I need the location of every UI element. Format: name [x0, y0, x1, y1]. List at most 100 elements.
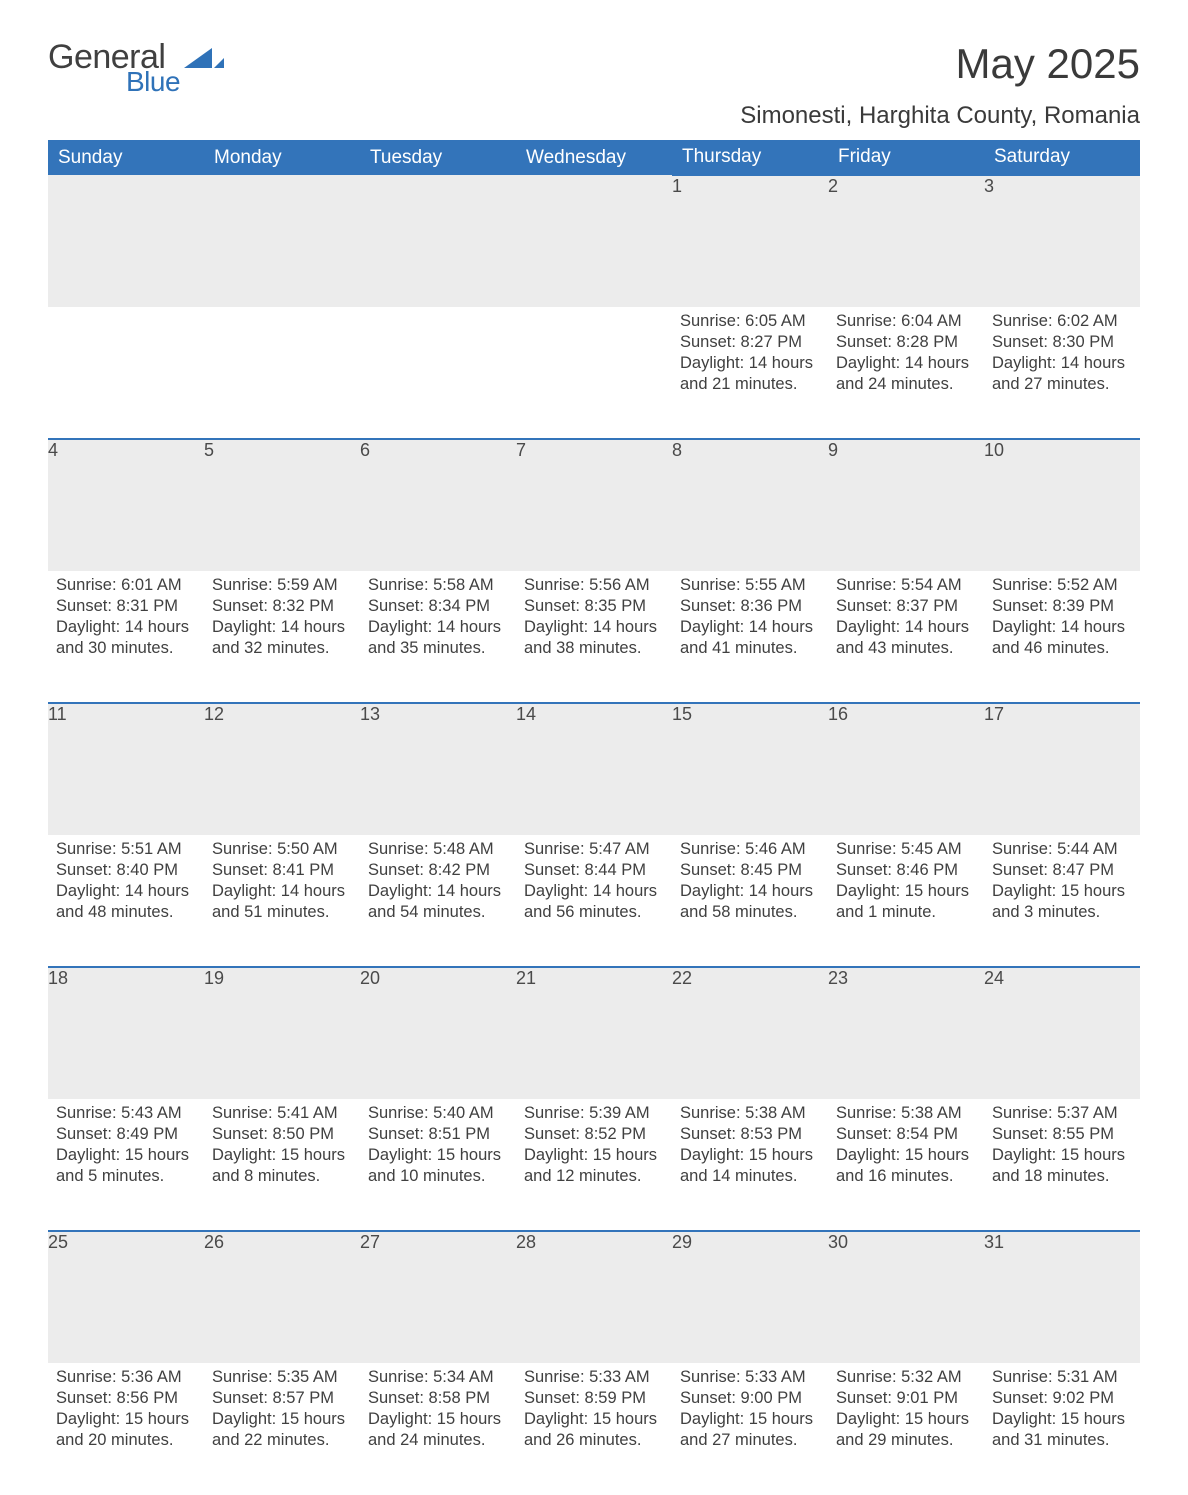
- sunrise-text: Sunrise: 5:35 AM: [212, 1367, 354, 1388]
- day-content: Sunrise: 5:41 AMSunset: 8:50 PMDaylight:…: [204, 1099, 360, 1187]
- day-number-cell: 1: [672, 175, 828, 307]
- sunrise-text: Sunrise: 5:37 AM: [992, 1103, 1134, 1124]
- sunset-text: Sunset: 9:00 PM: [680, 1388, 822, 1409]
- brand-text: General Blue: [48, 40, 180, 96]
- day-number-cell: [48, 175, 204, 307]
- daylight-text-2: and 14 minutes.: [680, 1166, 822, 1187]
- sunrise-text: Sunrise: 5:58 AM: [368, 575, 510, 596]
- sunset-text: Sunset: 8:41 PM: [212, 860, 354, 881]
- day-cell: Sunrise: 5:59 AMSunset: 8:32 PMDaylight:…: [204, 571, 360, 703]
- day-cell: Sunrise: 5:48 AMSunset: 8:42 PMDaylight:…: [360, 835, 516, 967]
- brand-blue: Blue: [126, 68, 180, 96]
- daylight-text-1: Daylight: 14 hours: [836, 353, 978, 374]
- sunset-text: Sunset: 8:37 PM: [836, 596, 978, 617]
- sunset-text: Sunset: 8:52 PM: [524, 1124, 666, 1145]
- daylight-text-1: Daylight: 14 hours: [56, 617, 198, 638]
- sunrise-text: Sunrise: 5:31 AM: [992, 1367, 1134, 1388]
- day-number-cell: 23: [828, 967, 984, 1099]
- day-number-cell: 28: [516, 1231, 672, 1363]
- daylight-text-2: and 3 minutes.: [992, 902, 1134, 923]
- day-number-cell: 19: [204, 967, 360, 1099]
- sunrise-text: Sunrise: 5:55 AM: [680, 575, 822, 596]
- day-content: Sunrise: 5:39 AMSunset: 8:52 PMDaylight:…: [516, 1099, 672, 1187]
- brand-flag-icon: [184, 46, 224, 79]
- day-content: Sunrise: 5:31 AMSunset: 9:02 PMDaylight:…: [984, 1363, 1140, 1451]
- daylight-text-2: and 35 minutes.: [368, 638, 510, 659]
- day-number-cell: [360, 175, 516, 307]
- day-number-cell: 26: [204, 1231, 360, 1363]
- day-cell: Sunrise: 5:40 AMSunset: 8:51 PMDaylight:…: [360, 1099, 516, 1231]
- sunrise-text: Sunrise: 5:46 AM: [680, 839, 822, 860]
- day-content: Sunrise: 5:45 AMSunset: 8:46 PMDaylight:…: [828, 835, 984, 923]
- day-content: Sunrise: 5:48 AMSunset: 8:42 PMDaylight:…: [360, 835, 516, 923]
- sunset-text: Sunset: 8:59 PM: [524, 1388, 666, 1409]
- sunset-text: Sunset: 8:45 PM: [680, 860, 822, 881]
- daylight-text-1: Daylight: 15 hours: [56, 1409, 198, 1430]
- daylight-text-1: Daylight: 14 hours: [836, 617, 978, 638]
- daylight-text-2: and 22 minutes.: [212, 1430, 354, 1451]
- daylight-text-2: and 31 minutes.: [992, 1430, 1134, 1451]
- day-cell: Sunrise: 5:38 AMSunset: 8:54 PMDaylight:…: [828, 1099, 984, 1231]
- weekday-header: Tuesday: [360, 140, 516, 175]
- sunset-text: Sunset: 8:39 PM: [992, 596, 1134, 617]
- daylight-text-1: Daylight: 14 hours: [212, 617, 354, 638]
- daylight-text-2: and 26 minutes.: [524, 1430, 666, 1451]
- day-cell: Sunrise: 5:44 AMSunset: 8:47 PMDaylight:…: [984, 835, 1140, 967]
- day-content: Sunrise: 6:01 AMSunset: 8:31 PMDaylight:…: [48, 571, 204, 659]
- day-content: Sunrise: 5:40 AMSunset: 8:51 PMDaylight:…: [360, 1099, 516, 1187]
- day-content: Sunrise: 5:50 AMSunset: 8:41 PMDaylight:…: [204, 835, 360, 923]
- daylight-text-2: and 38 minutes.: [524, 638, 666, 659]
- sunset-text: Sunset: 8:51 PM: [368, 1124, 510, 1145]
- day-content: Sunrise: 5:37 AMSunset: 8:55 PMDaylight:…: [984, 1099, 1140, 1187]
- daylight-text-1: Daylight: 15 hours: [680, 1145, 822, 1166]
- day-content: Sunrise: 5:35 AMSunset: 8:57 PMDaylight:…: [204, 1363, 360, 1451]
- day-content: Sunrise: 5:36 AMSunset: 8:56 PMDaylight:…: [48, 1363, 204, 1451]
- day-number-cell: 21: [516, 967, 672, 1099]
- day-content: Sunrise: 5:47 AMSunset: 8:44 PMDaylight:…: [516, 835, 672, 923]
- sunset-text: Sunset: 8:49 PM: [56, 1124, 198, 1145]
- sunset-text: Sunset: 8:54 PM: [836, 1124, 978, 1145]
- sunrise-text: Sunrise: 5:51 AM: [56, 839, 198, 860]
- day-content: Sunrise: 5:58 AMSunset: 8:34 PMDaylight:…: [360, 571, 516, 659]
- sunset-text: Sunset: 9:02 PM: [992, 1388, 1134, 1409]
- day-cell: [204, 307, 360, 439]
- day-content: Sunrise: 6:04 AMSunset: 8:28 PMDaylight:…: [828, 307, 984, 395]
- day-cell: [360, 307, 516, 439]
- day-content: Sunrise: 5:51 AMSunset: 8:40 PMDaylight:…: [48, 835, 204, 923]
- day-content: Sunrise: 5:38 AMSunset: 8:53 PMDaylight:…: [672, 1099, 828, 1187]
- sunrise-text: Sunrise: 5:33 AM: [680, 1367, 822, 1388]
- day-content: Sunrise: 5:52 AMSunset: 8:39 PMDaylight:…: [984, 571, 1140, 659]
- sunrise-text: Sunrise: 5:48 AM: [368, 839, 510, 860]
- daylight-text-2: and 16 minutes.: [836, 1166, 978, 1187]
- sunrise-text: Sunrise: 5:47 AM: [524, 839, 666, 860]
- daylight-text-1: Daylight: 15 hours: [56, 1145, 198, 1166]
- weekday-header: Monday: [204, 140, 360, 175]
- day-number-cell: 10: [984, 439, 1140, 571]
- sunset-text: Sunset: 8:53 PM: [680, 1124, 822, 1145]
- sunset-text: Sunset: 8:58 PM: [368, 1388, 510, 1409]
- sunset-text: Sunset: 8:34 PM: [368, 596, 510, 617]
- day-content: Sunrise: 5:43 AMSunset: 8:49 PMDaylight:…: [48, 1099, 204, 1187]
- day-content: Sunrise: 5:38 AMSunset: 8:54 PMDaylight:…: [828, 1099, 984, 1187]
- day-content: Sunrise: 5:54 AMSunset: 8:37 PMDaylight:…: [828, 571, 984, 659]
- day-number-cell: 11: [48, 703, 204, 835]
- day-cell: Sunrise: 5:43 AMSunset: 8:49 PMDaylight:…: [48, 1099, 204, 1231]
- day-content: Sunrise: 5:56 AMSunset: 8:35 PMDaylight:…: [516, 571, 672, 659]
- daylight-text-1: Daylight: 14 hours: [992, 617, 1134, 638]
- day-number-cell: [204, 175, 360, 307]
- day-cell: Sunrise: 5:41 AMSunset: 8:50 PMDaylight:…: [204, 1099, 360, 1231]
- day-cell: Sunrise: 5:33 AMSunset: 9:00 PMDaylight:…: [672, 1363, 828, 1495]
- day-cell: Sunrise: 5:39 AMSunset: 8:52 PMDaylight:…: [516, 1099, 672, 1231]
- page-title: May 2025: [956, 40, 1140, 88]
- weekday-header: Saturday: [984, 140, 1140, 175]
- sunrise-text: Sunrise: 5:50 AM: [212, 839, 354, 860]
- day-content: Sunrise: 5:55 AMSunset: 8:36 PMDaylight:…: [672, 571, 828, 659]
- weekday-header: Friday: [828, 140, 984, 175]
- day-number-cell: 17: [984, 703, 1140, 835]
- daylight-text-1: Daylight: 14 hours: [680, 353, 822, 374]
- day-number-cell: [516, 175, 672, 307]
- sunrise-text: Sunrise: 5:44 AM: [992, 839, 1134, 860]
- daylight-text-2: and 54 minutes.: [368, 902, 510, 923]
- day-cell: Sunrise: 6:05 AMSunset: 8:27 PMDaylight:…: [672, 307, 828, 439]
- day-cell: Sunrise: 5:58 AMSunset: 8:34 PMDaylight:…: [360, 571, 516, 703]
